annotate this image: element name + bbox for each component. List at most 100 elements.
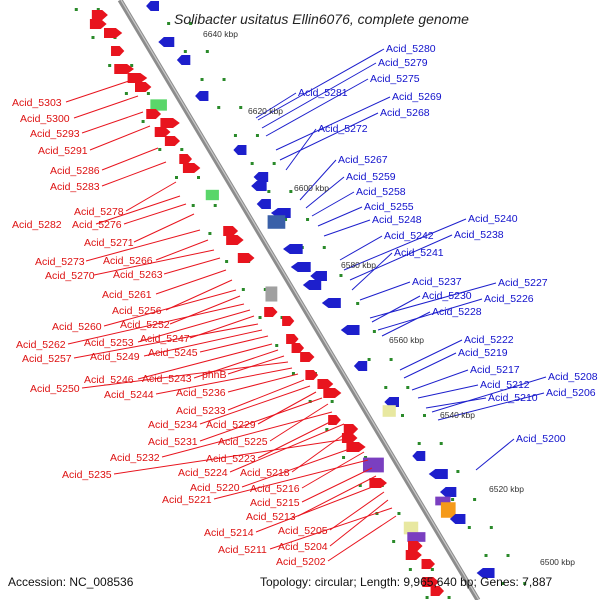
reverse-gene-arrow — [251, 181, 267, 191]
leader-line — [255, 483, 381, 533]
forward-gene-arrow — [300, 352, 315, 362]
tick-mark — [284, 218, 288, 221]
leader-line — [65, 79, 133, 103]
leader-line — [123, 203, 187, 225]
tick-mark — [175, 176, 179, 179]
tick-mark — [96, 8, 100, 11]
leader-line — [155, 239, 209, 261]
tick-mark — [425, 596, 429, 599]
leader-line — [285, 128, 317, 171]
leader-line — [301, 451, 365, 489]
forward-gene-arrow — [154, 127, 171, 137]
tick-mark — [197, 176, 201, 179]
reverse-gene-arrow — [340, 325, 360, 335]
leader-line — [67, 303, 245, 345]
gene-label: Acid_5238 — [454, 229, 504, 241]
leader-line — [417, 384, 479, 399]
gene-label: Acid_5241 — [394, 247, 444, 259]
forward-gene-arrow — [146, 109, 162, 119]
gene-feature-box — [205, 189, 219, 201]
gene-label: Acid_5211 — [218, 544, 267, 556]
forward-gene-arrow — [341, 433, 358, 443]
gene-feature-box — [382, 405, 396, 417]
gene-feature-box — [440, 502, 456, 518]
reverse-gene-arrow — [290, 262, 311, 272]
leader-line — [261, 62, 377, 129]
tick-mark — [222, 78, 226, 81]
leader-line — [301, 467, 373, 503]
leader-line — [155, 367, 293, 395]
leader-line — [381, 311, 431, 337]
leader-line — [103, 289, 237, 327]
gene-label: Acid_5258 — [356, 186, 406, 198]
gene-label: Acid_5282 — [12, 219, 62, 231]
scale-labels: 6640 kbp 6620 kbp 6600 kbp 6580 kbp 6560… — [203, 29, 575, 567]
gene-label: Acid_5291 — [38, 145, 88, 157]
leader-line — [169, 295, 241, 325]
leader-line — [351, 252, 393, 291]
leader-line — [155, 269, 227, 295]
reverse-gene-arrow — [321, 298, 341, 308]
accession-label: Accession: NC_008536 — [8, 575, 134, 589]
tick-mark — [430, 568, 434, 571]
leader-line — [137, 343, 273, 380]
scale-label: 6520 kbp — [489, 484, 524, 494]
scale-label: 6580 kbp — [341, 260, 376, 270]
label-leader-lines — [65, 48, 547, 562]
gene-label: Acid_5276 — [72, 219, 122, 231]
scale-label: 6640 kbp — [203, 29, 238, 39]
leader-line — [143, 329, 263, 357]
gene-label: Acid_5244 — [104, 389, 154, 401]
gene-label: Acid_5220 — [190, 482, 240, 494]
leader-line — [317, 206, 363, 227]
tick-mark — [523, 582, 527, 585]
forward-gene-arrow — [286, 334, 299, 344]
tick-mark — [364, 456, 368, 459]
gene-label: Acid_5249 — [90, 351, 140, 363]
gene-label: Acid_5223 — [206, 453, 256, 465]
gene-features — [89, 1, 495, 596]
gene-label: Acid_5268 — [380, 107, 430, 119]
gene-label: Acid_5214 — [204, 527, 254, 539]
gene-label: Acid_5286 — [50, 165, 100, 177]
reverse-gene-arrow — [439, 487, 457, 497]
tick-mark — [74, 8, 78, 11]
leader-line — [199, 385, 311, 425]
leader-line — [101, 161, 167, 187]
tick-mark — [467, 526, 471, 529]
gene-label: Acid_5246 — [84, 374, 134, 386]
gene-label: Acid_5272 — [318, 123, 368, 135]
leader-line — [437, 392, 545, 421]
forward-gene-arrow — [282, 316, 295, 326]
leader-line — [241, 445, 359, 488]
tick-mark — [389, 358, 393, 361]
leader-line — [93, 249, 215, 276]
tick-mark — [356, 302, 360, 305]
tick-mark — [342, 456, 346, 459]
tick-mark — [456, 470, 460, 473]
tick-mark — [146, 92, 150, 95]
tick-mark — [200, 78, 204, 81]
gene-feature-box — [403, 521, 419, 535]
leader-line — [113, 437, 355, 475]
leader-line — [161, 411, 333, 458]
tick-mark — [225, 260, 229, 263]
leader-line — [403, 352, 457, 379]
gene-label: Acid_5200 — [516, 433, 566, 445]
tick-mark — [447, 596, 451, 599]
leader-line — [81, 111, 144, 134]
leader-line — [227, 355, 285, 375]
forward-gene-arrow — [160, 118, 180, 128]
reverse-gene-arrow — [176, 55, 191, 65]
scale-label: 6560 kbp — [389, 335, 424, 345]
gene-label: Acid_5225 — [218, 436, 268, 448]
tick-mark — [208, 232, 212, 235]
forward-gene-arrow — [179, 154, 193, 164]
map-title: Solibacter usitatus Ellin6076, complete … — [174, 11, 469, 27]
gene-label: Acid_5229 — [206, 419, 256, 431]
gene-label: Acid_5213 — [246, 511, 296, 523]
tick-mark — [291, 372, 295, 375]
tick-mark — [501, 582, 505, 585]
gene-label: Acid_5216 — [250, 483, 300, 495]
